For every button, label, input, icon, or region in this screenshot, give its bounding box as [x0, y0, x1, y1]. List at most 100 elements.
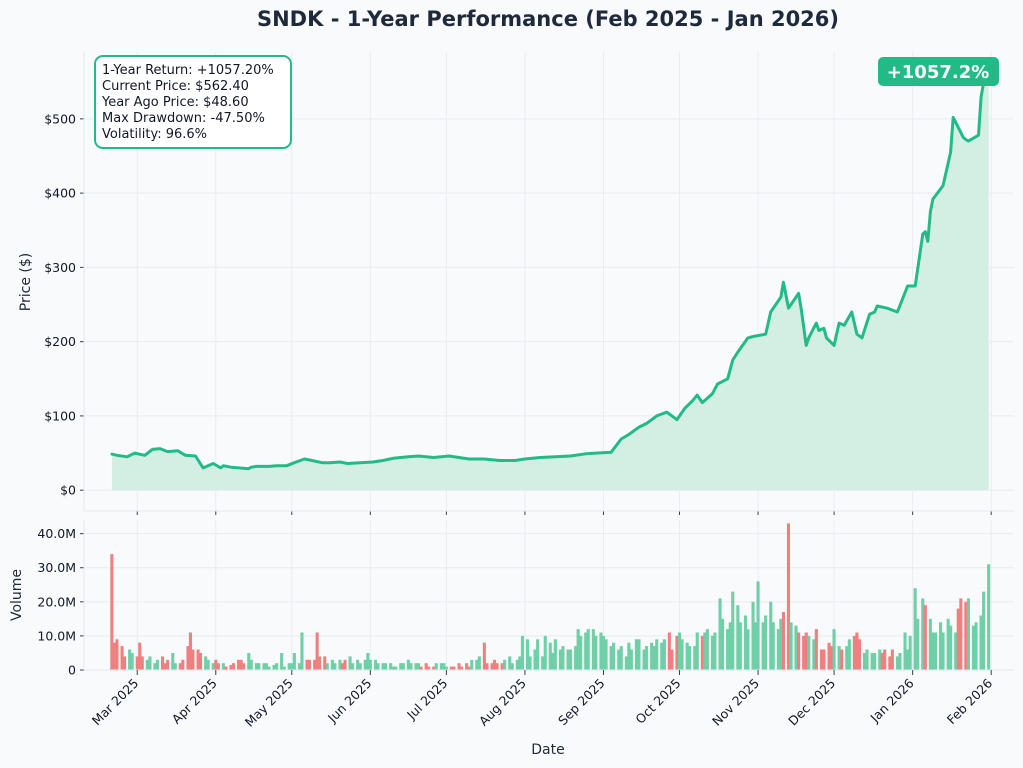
volume-bar	[675, 635, 679, 670]
volume-bar	[156, 659, 160, 670]
volume-bar	[520, 635, 524, 670]
volume-bar	[439, 663, 443, 670]
volume-bar	[145, 659, 149, 670]
volume-bar	[318, 656, 322, 670]
volume-bar	[601, 635, 605, 670]
volume-bar	[971, 625, 975, 670]
volume-bar	[315, 632, 319, 670]
volume-bar	[688, 646, 692, 670]
volume-bar	[987, 564, 991, 670]
volume-bar	[280, 653, 284, 670]
volume-bar	[883, 649, 887, 670]
volume-bar	[840, 649, 844, 670]
volume-bar	[460, 666, 464, 670]
volume-bar	[746, 629, 750, 670]
volume-bar	[503, 659, 507, 670]
volume-bar	[954, 632, 958, 670]
volume-bar	[819, 649, 823, 670]
volume-bar	[873, 653, 877, 670]
volume-bar	[655, 639, 659, 670]
volume-bar	[558, 649, 562, 670]
volume-y-tick-label: 10.0M	[37, 628, 76, 643]
volume-bar	[629, 649, 633, 670]
volume-bar	[368, 659, 372, 670]
volume-bar	[482, 642, 486, 670]
volume-bar	[282, 666, 286, 670]
volume-bar	[548, 642, 552, 670]
chart-title: SNDK - 1-Year Performance (Feb 2025 - Ja…	[257, 7, 839, 31]
volume-bar	[933, 632, 937, 670]
volume-bar	[237, 659, 241, 670]
volume-bar	[814, 629, 818, 670]
volume-bar	[148, 656, 152, 670]
volume-bar	[272, 664, 276, 670]
volume-bar	[599, 632, 603, 670]
volume-bar	[264, 663, 268, 670]
stat-one-year-return: 1-Year Return: +1057.20%	[102, 63, 274, 78]
volume-bar	[594, 635, 598, 670]
volume-bar	[224, 666, 228, 670]
volume-y-axis-label: Volume	[9, 569, 25, 621]
volume-bar	[356, 659, 360, 670]
volume-bar	[728, 622, 732, 670]
volume-bar	[802, 635, 806, 670]
price-line	[110, 71, 991, 471]
stat-max-drawdown: Max Drawdown: -47.50%	[102, 111, 265, 126]
volume-bar	[343, 659, 347, 670]
volume-bar	[290, 663, 294, 670]
volume-bar	[196, 649, 200, 670]
volume-bar	[660, 642, 664, 670]
volume-bar	[662, 639, 666, 670]
volume-bar	[865, 649, 869, 670]
volume-bar	[257, 663, 261, 670]
volume-bar	[432, 666, 436, 670]
volume-bar	[495, 663, 499, 670]
volume-bar	[166, 659, 170, 670]
volume-bar	[812, 639, 816, 670]
volume-bar	[171, 653, 175, 670]
stats-box: 1-Year Return: +1057.20% Current Price: …	[94, 55, 292, 149]
volume-bar	[247, 653, 251, 670]
volume-bar	[348, 656, 352, 670]
volume-bar	[340, 663, 344, 670]
volume-bar	[381, 663, 385, 670]
volume-bar	[543, 635, 547, 670]
price-y-axis-label: Price ($)	[18, 253, 34, 311]
volume-bar	[695, 632, 699, 670]
volume-bar	[921, 598, 925, 670]
volume-bar	[959, 598, 963, 670]
price-y-tick-label: $400	[44, 186, 76, 201]
price-y-tick-label: $100	[44, 408, 76, 423]
volume-bar	[807, 635, 811, 670]
volume-bar	[928, 618, 932, 670]
volume-bar	[229, 664, 233, 670]
volume-bar	[553, 639, 557, 670]
volume-bar	[515, 659, 519, 670]
volume-bar	[931, 632, 935, 670]
volume-bar	[533, 649, 537, 670]
volume-bar	[262, 663, 266, 670]
volume-bar	[140, 656, 144, 670]
volume-bar	[906, 649, 910, 670]
volume-bar	[837, 646, 841, 670]
volume-bar	[718, 598, 722, 670]
volume-bar	[528, 656, 532, 670]
volume-bar	[112, 642, 116, 670]
volume-bar	[541, 656, 545, 670]
volume-bar	[939, 622, 943, 670]
volume-bar	[895, 656, 899, 670]
volume-bar	[751, 601, 755, 670]
volume-bar	[627, 642, 631, 670]
volume-bar	[427, 666, 431, 670]
volume-bar	[898, 653, 902, 670]
volume-bar	[569, 649, 573, 670]
volume-bar	[536, 639, 540, 670]
volume-bar	[551, 653, 555, 670]
volume-bar	[232, 663, 236, 670]
volume-bar	[115, 639, 119, 670]
volume-bar	[781, 612, 785, 670]
volume-bar	[634, 639, 638, 670]
volume-bar	[406, 659, 410, 670]
volume-bar	[650, 642, 654, 670]
